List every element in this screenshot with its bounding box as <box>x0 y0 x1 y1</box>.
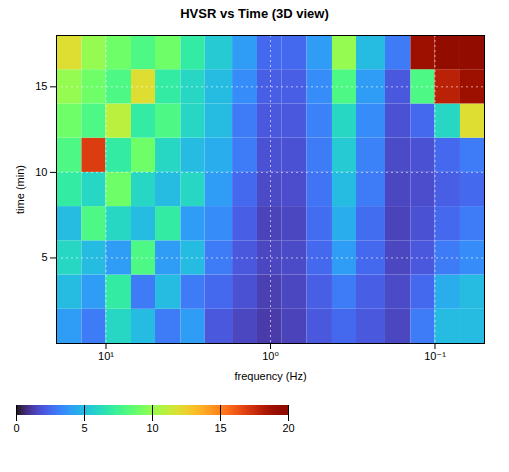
svg-text:5: 5 <box>41 251 47 263</box>
svg-text:10: 10 <box>146 422 158 434</box>
svg-text:10⁻¹: 10⁻¹ <box>424 350 446 362</box>
svg-text:0: 0 <box>13 422 19 434</box>
svg-text:15: 15 <box>35 80 47 92</box>
svg-text:20: 20 <box>282 422 294 434</box>
svg-text:frequency (Hz): frequency (Hz) <box>234 370 306 382</box>
svg-text:10¹: 10¹ <box>98 350 114 362</box>
svg-text:5: 5 <box>81 422 87 434</box>
svg-text:15: 15 <box>214 422 226 434</box>
svg-text:time (min): time (min) <box>14 165 26 214</box>
html-text:HVSR vs Time (3D view): HVSR vs Time (3D view) <box>180 6 329 21</box>
svg-text:10: 10 <box>35 166 47 178</box>
svg-text:10⁰: 10⁰ <box>262 350 279 362</box>
